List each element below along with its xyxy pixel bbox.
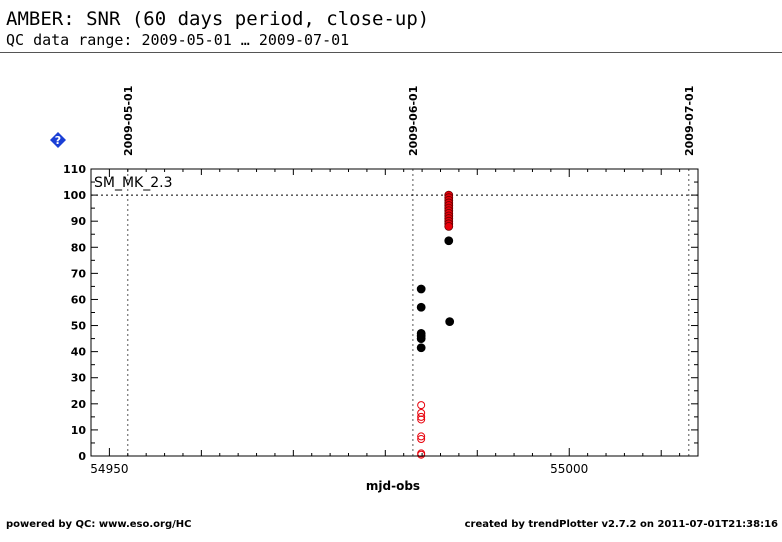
help-question-mark: ? xyxy=(55,134,61,147)
points-layer xyxy=(416,190,455,459)
plot-annotation: SM_MK_2.3 xyxy=(94,175,173,191)
footer-created-by: created by trendPlotter v2.7.2 on 2011-0… xyxy=(464,519,778,530)
data-point xyxy=(417,401,426,410)
grid-layer xyxy=(91,169,698,456)
data-point xyxy=(417,435,426,444)
y-tick-label: 30 xyxy=(71,372,87,385)
data-point xyxy=(416,284,426,294)
y-tick-label: 110 xyxy=(63,163,86,176)
data-point xyxy=(416,334,426,343)
x-tick-label: 55000 xyxy=(550,462,588,476)
data-point xyxy=(417,432,426,441)
y-tick-label: 50 xyxy=(71,320,87,333)
chart-subtitle: QC data range: 2009-05-01 … 2009-07-01 xyxy=(6,31,350,49)
data-point xyxy=(444,221,454,231)
help-diamond-shape xyxy=(50,132,66,148)
data-point xyxy=(416,302,426,312)
data-point xyxy=(445,317,455,327)
x-tick-label: 54950 xyxy=(90,462,128,476)
y-tick-label: 70 xyxy=(71,267,87,280)
x-axis-label: mjd-obs xyxy=(366,479,420,493)
axes-layer: 2009-05-01 2009-06-01 2009-07-01 0 10 20 30 40 5… xyxy=(63,86,699,476)
data-point xyxy=(417,450,426,459)
data-point xyxy=(417,412,426,421)
plot-frame xyxy=(90,168,699,457)
y-tick-label: 20 xyxy=(71,398,87,411)
date-marker-label: 2009-06-01 xyxy=(407,86,420,156)
date-marker-label: 2009-07-01 xyxy=(683,86,696,156)
y-tick-label: 60 xyxy=(71,293,87,306)
footer-powered-by: powered by QC: www.eso.org/HC xyxy=(6,519,192,530)
header-divider xyxy=(0,52,782,53)
y-tick-label: 10 xyxy=(71,424,87,437)
y-tick-label: 100 xyxy=(63,189,86,202)
y-tick-label: 0 xyxy=(78,450,86,463)
y-tick-label: 80 xyxy=(71,241,87,254)
data-point xyxy=(417,415,426,424)
help-diamond-icon[interactable]: ? xyxy=(50,132,66,148)
y-tick-label: 40 xyxy=(71,346,87,359)
y-tick-label: 90 xyxy=(71,215,87,228)
date-marker-label: 2009-05-01 xyxy=(122,86,135,156)
data-point xyxy=(444,236,454,246)
data-point xyxy=(416,343,426,353)
chart-title: AMBER: SNR (60 days period, close-up) xyxy=(6,8,430,30)
